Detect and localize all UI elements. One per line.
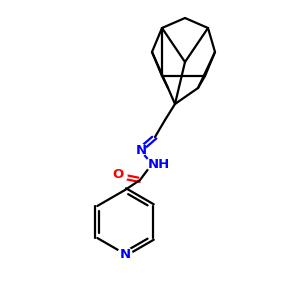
Text: N: N [119, 248, 130, 260]
Circle shape [118, 247, 132, 261]
Circle shape [113, 169, 127, 183]
Text: NH: NH [148, 158, 170, 170]
Circle shape [146, 158, 158, 170]
Text: N: N [135, 143, 147, 157]
Text: O: O [112, 169, 124, 182]
Circle shape [134, 144, 146, 156]
